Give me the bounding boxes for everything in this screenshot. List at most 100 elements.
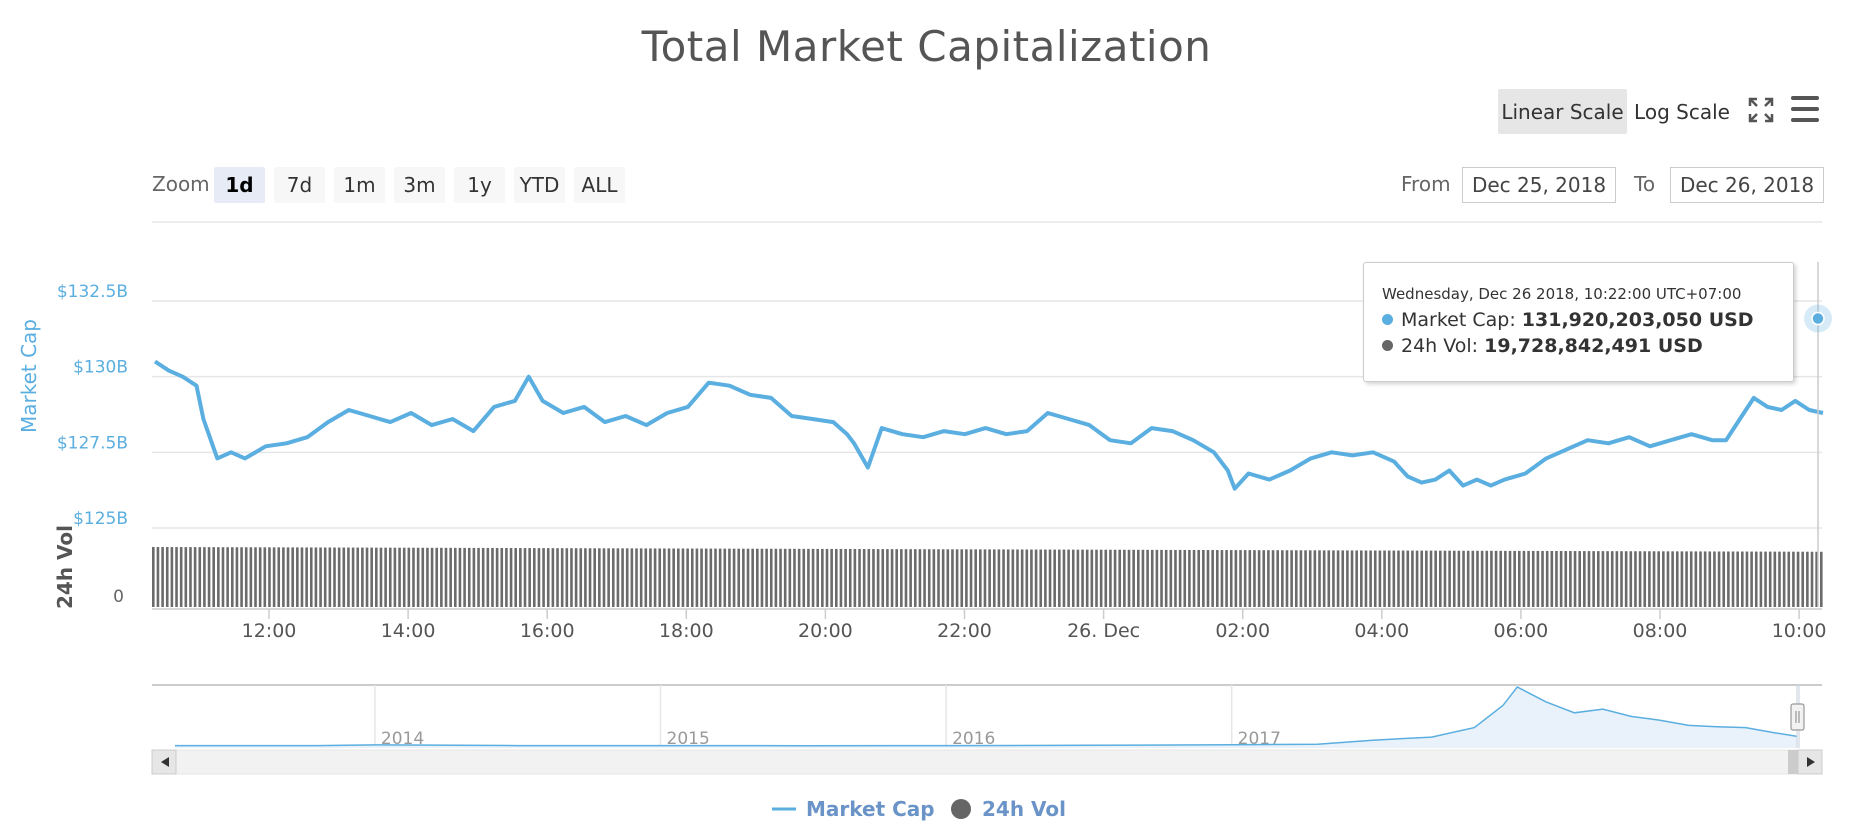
vol-bar [342, 547, 346, 607]
vol-bar [797, 548, 801, 607]
vol-bar [1587, 551, 1591, 607]
linear-scale-button[interactable]: Linear Scale [1498, 89, 1627, 134]
scrollbar-thumb[interactable] [1788, 750, 1800, 774]
vol-bar [923, 549, 926, 607]
from-date-input[interactable]: Dec 25, 2018 [1462, 167, 1616, 203]
vol-bar [1058, 549, 1061, 607]
scrollbar-track[interactable] [151, 749, 1823, 775]
scrollbar-right-button[interactable] [1797, 749, 1823, 775]
vol-bar [1202, 550, 1205, 607]
legend-24h-vol[interactable]: 24h Vol [951, 797, 1066, 821]
vol-bar [621, 548, 624, 607]
vol-bar [291, 547, 294, 607]
vol-bar [1104, 549, 1108, 607]
vol-bar [876, 549, 880, 607]
vol-bar [1722, 551, 1726, 607]
vol-axis-title: 24h Vol [53, 525, 77, 609]
vol-bar [1759, 551, 1763, 607]
vol-bar [1494, 550, 1498, 607]
vol-bar [486, 547, 490, 607]
vol-bar [1615, 551, 1619, 607]
tooltip-market-cap-value: 131,920,203,050 USD [1521, 309, 1754, 331]
vol-bar [663, 548, 666, 607]
zoom-3m-button[interactable]: 3m [394, 167, 445, 203]
vol-bar [969, 549, 973, 607]
vol-bar [992, 549, 996, 607]
zoom-1d-button[interactable]: 1d [214, 167, 265, 203]
zoom-1y-button[interactable]: 1y [454, 167, 505, 203]
vol-bar [203, 547, 206, 607]
vol-bar [1355, 550, 1358, 607]
to-date-input[interactable]: Dec 26, 2018 [1670, 167, 1824, 203]
vol-bar [1787, 551, 1791, 607]
zoom-7d-button[interactable]: 7d [274, 167, 325, 203]
vol-bar [955, 549, 959, 607]
zoom-ytd-button[interactable]: YTD [514, 167, 565, 203]
vol-bar [509, 548, 513, 607]
vol-bar [1801, 551, 1805, 607]
vol-bar [1081, 549, 1084, 607]
vol-bar [783, 548, 787, 607]
vol-bar [156, 547, 160, 607]
vol-bar [1569, 551, 1572, 607]
vol-bar [1527, 550, 1530, 607]
vol-bar [1025, 549, 1029, 607]
vol-bar [825, 548, 829, 607]
vol-bar [834, 548, 838, 607]
log-scale-button[interactable]: Log Scale [1634, 99, 1730, 124]
vol-bar [704, 548, 708, 607]
vol-bar [472, 547, 476, 607]
vol-bar [1109, 549, 1112, 607]
vol-bar [895, 549, 898, 607]
vol-bar [602, 548, 606, 607]
vol-bar [1736, 551, 1739, 607]
vol-bar [193, 547, 197, 607]
vol-bar [1490, 550, 1493, 607]
zoom-1m-button[interactable]: 1m [334, 167, 385, 203]
vol-bar [658, 548, 662, 607]
vol-bar [1048, 549, 1052, 607]
vol-bar [398, 547, 401, 607]
vol-bar [416, 547, 420, 607]
vol-bar [979, 549, 982, 607]
vol-bar [1731, 551, 1735, 607]
legend-market-cap[interactable]: Market Cap [772, 797, 935, 821]
vol-bar [1215, 550, 1219, 607]
vol-bar [751, 548, 754, 607]
vol-bar [1620, 551, 1623, 607]
vol-bar [1197, 549, 1201, 607]
vol-bar [779, 548, 782, 607]
vol-bar [723, 548, 727, 607]
vol-bar [1099, 549, 1103, 607]
tooltip-volume: 24h Vol: 19,728,842,491 USD [1382, 333, 1793, 359]
vol-bar [388, 547, 392, 607]
vol-bar [258, 547, 262, 607]
vol-bar [1308, 550, 1312, 607]
vol-bar [1741, 551, 1744, 607]
vol-bar [1169, 549, 1173, 607]
hamburger-menu-icon[interactable] [1788, 94, 1822, 124]
vol-bar [300, 547, 304, 607]
tooltip-vol-value: 19,728,842,491 USD [1484, 335, 1703, 357]
vol-bar [607, 548, 610, 607]
vol-bar [1778, 551, 1781, 607]
fullscreen-icon[interactable] [1746, 95, 1776, 125]
vol-bar [1299, 550, 1303, 607]
zoom-all-button[interactable]: ALL [574, 167, 625, 203]
vol-bar [811, 548, 815, 607]
vol-bar [690, 548, 694, 607]
navigator-selection[interactable] [1796, 685, 1800, 748]
navigator-handle[interactable] [1790, 703, 1805, 731]
vol-bar [361, 547, 364, 607]
vol-bar [695, 548, 699, 607]
scrollbar-left-button[interactable] [151, 749, 177, 775]
vol-bar [175, 547, 178, 607]
vol-bar [337, 547, 341, 607]
vol-bar [1452, 550, 1456, 607]
y-tick-label: $130B [73, 358, 128, 378]
vol-bar [1188, 549, 1191, 607]
vol-bar [1336, 550, 1340, 607]
vol-bar [230, 547, 234, 607]
vol-bar [1146, 549, 1149, 607]
navigator[interactable]: 2014 2015 2016 2017 2018 [151, 684, 1823, 775]
